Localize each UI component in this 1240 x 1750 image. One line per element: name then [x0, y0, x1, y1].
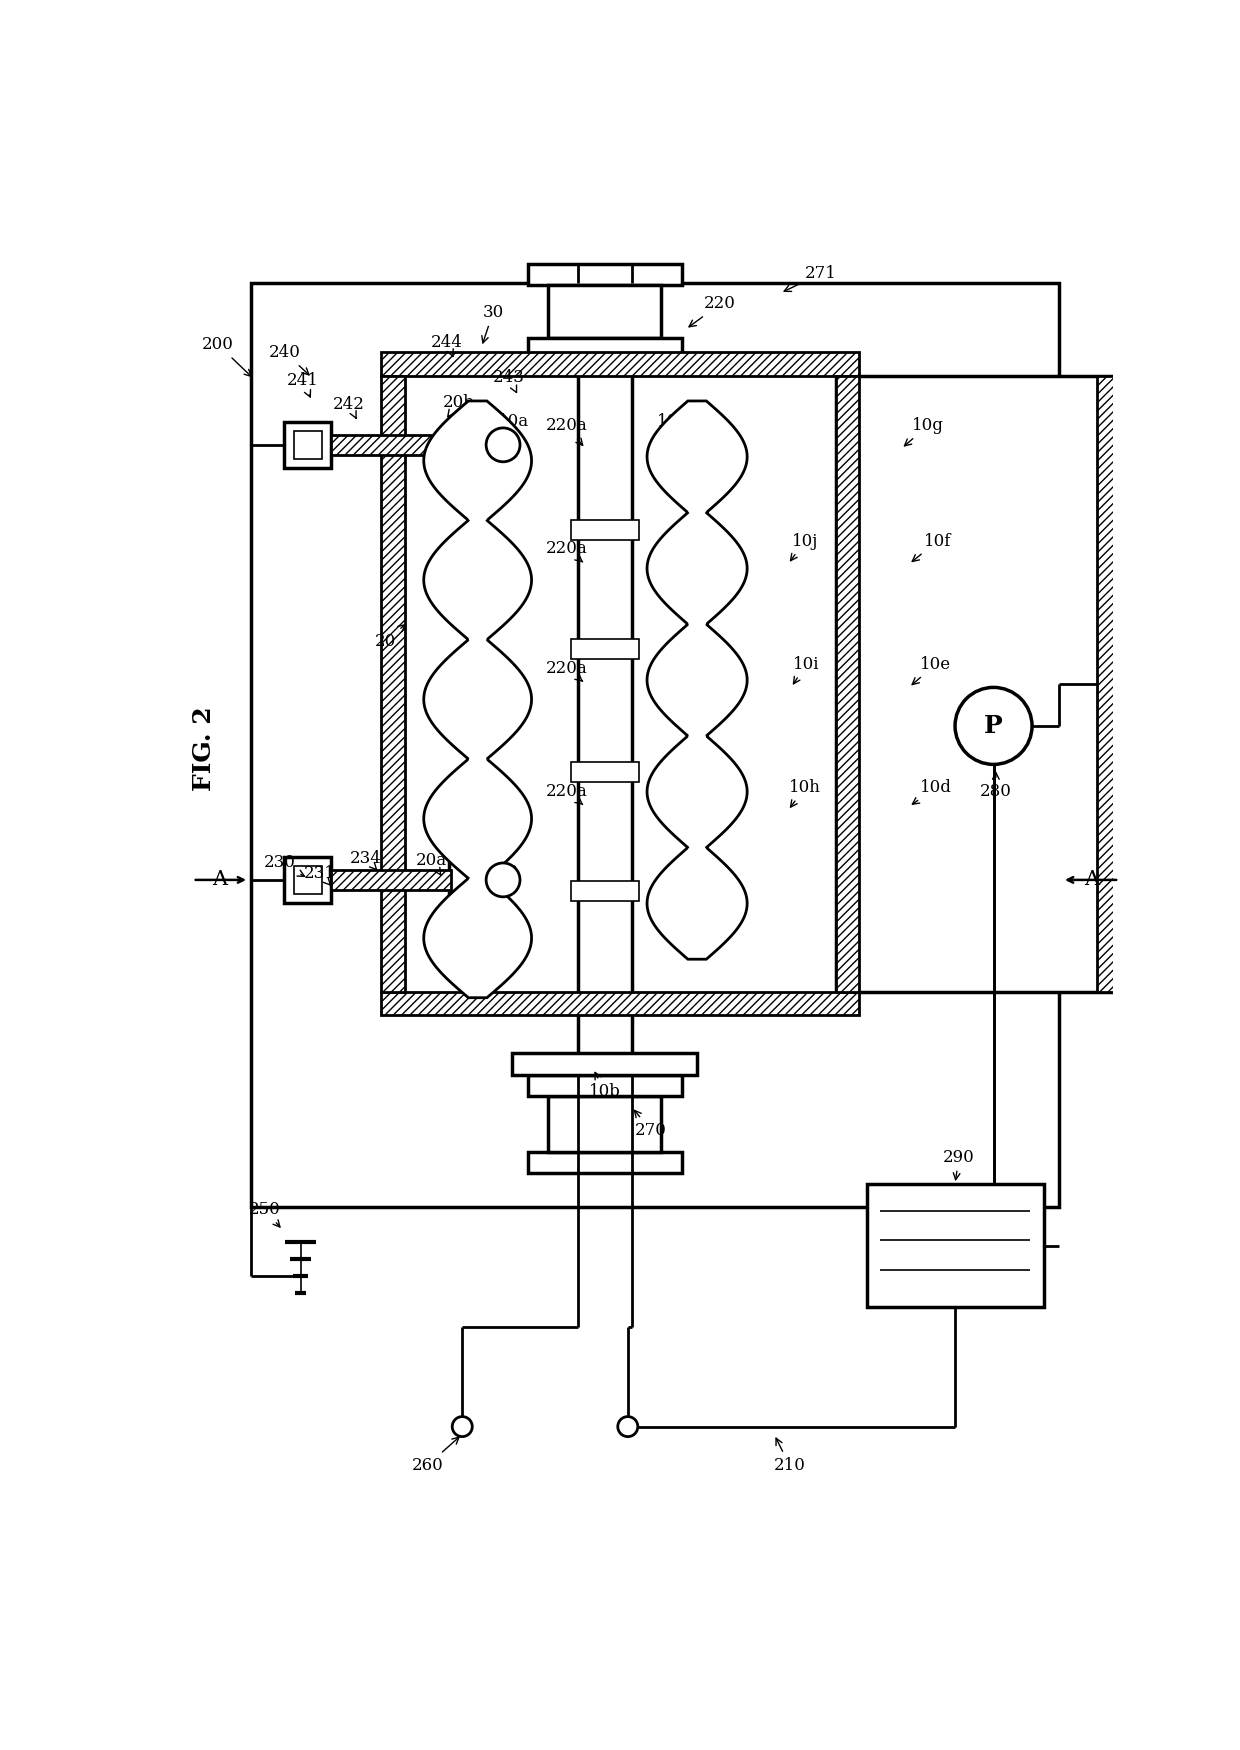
Bar — [284, 858, 331, 903]
Bar — [449, 422, 472, 467]
PathPatch shape — [647, 401, 748, 959]
Text: 240: 240 — [269, 345, 309, 374]
Bar — [472, 432, 486, 457]
Text: 260: 260 — [412, 1437, 459, 1474]
Text: 250: 250 — [248, 1200, 280, 1227]
Text: 220a: 220a — [546, 541, 587, 562]
Text: 20: 20 — [374, 625, 405, 649]
Bar — [836, 376, 859, 992]
Bar — [250, 284, 1059, 1208]
Text: 290: 290 — [944, 1148, 975, 1180]
Bar — [528, 264, 682, 285]
Text: 234: 234 — [350, 850, 382, 870]
Bar — [284, 422, 331, 467]
Text: 270: 270 — [635, 1110, 667, 1139]
Text: 220: 220 — [689, 296, 737, 327]
Text: 220a: 220a — [546, 416, 587, 446]
Bar — [472, 868, 486, 892]
Circle shape — [453, 1416, 472, 1437]
Bar — [528, 1074, 682, 1096]
Bar — [548, 285, 661, 338]
Bar — [449, 858, 472, 903]
Text: 10b: 10b — [589, 1073, 621, 1101]
Text: A: A — [1084, 870, 1099, 889]
Bar — [382, 352, 859, 376]
Text: FIG. 2: FIG. 2 — [192, 707, 216, 791]
Text: 220a: 220a — [546, 660, 587, 681]
Text: P: P — [985, 714, 1003, 738]
Bar — [528, 338, 682, 360]
Bar — [867, 1185, 1044, 1307]
Text: 280: 280 — [980, 772, 1012, 800]
Text: 10f: 10f — [913, 532, 951, 562]
Text: 210: 210 — [774, 1438, 806, 1474]
Text: 10d: 10d — [913, 779, 952, 805]
Text: A: A — [212, 870, 227, 889]
Bar — [528, 1152, 682, 1172]
Text: 20b: 20b — [443, 394, 475, 416]
Bar — [570, 882, 639, 901]
Text: 231: 231 — [304, 864, 336, 886]
PathPatch shape — [424, 401, 532, 998]
Text: 242: 242 — [334, 396, 365, 418]
Text: 10: 10 — [494, 674, 529, 696]
Text: 10c: 10c — [657, 413, 688, 441]
Text: 20a: 20a — [415, 852, 446, 875]
Bar — [294, 866, 322, 894]
Text: 271: 271 — [784, 266, 836, 292]
Text: 244: 244 — [432, 334, 463, 357]
Bar — [548, 1096, 661, 1152]
Bar — [331, 434, 450, 455]
Bar — [512, 1054, 697, 1074]
Text: 30: 30 — [482, 304, 503, 343]
Text: 241: 241 — [286, 373, 319, 397]
Text: 220a: 220a — [546, 782, 587, 805]
Text: 233: 233 — [486, 864, 518, 886]
Bar — [294, 430, 322, 458]
Text: 10e: 10e — [913, 656, 951, 684]
Text: 200: 200 — [202, 336, 252, 376]
Circle shape — [486, 863, 520, 896]
Bar — [836, 376, 1121, 992]
Text: 243: 243 — [494, 369, 526, 392]
Text: 10h: 10h — [789, 779, 821, 807]
Bar — [1097, 376, 1121, 992]
Bar — [570, 639, 639, 660]
Text: 10a: 10a — [498, 413, 529, 441]
Bar — [331, 870, 450, 891]
Bar — [382, 376, 404, 992]
Text: 10g: 10g — [904, 416, 944, 446]
Circle shape — [618, 1416, 637, 1437]
Bar — [486, 415, 503, 474]
Bar — [570, 761, 639, 782]
Bar — [570, 520, 639, 539]
Bar — [382, 992, 859, 1015]
Circle shape — [955, 688, 1032, 765]
Circle shape — [486, 429, 520, 462]
Bar — [486, 850, 503, 910]
Text: 230: 230 — [264, 854, 305, 877]
Text: 232: 232 — [443, 905, 475, 926]
Text: 10j: 10j — [791, 532, 818, 560]
Text: 10i: 10i — [794, 656, 820, 684]
